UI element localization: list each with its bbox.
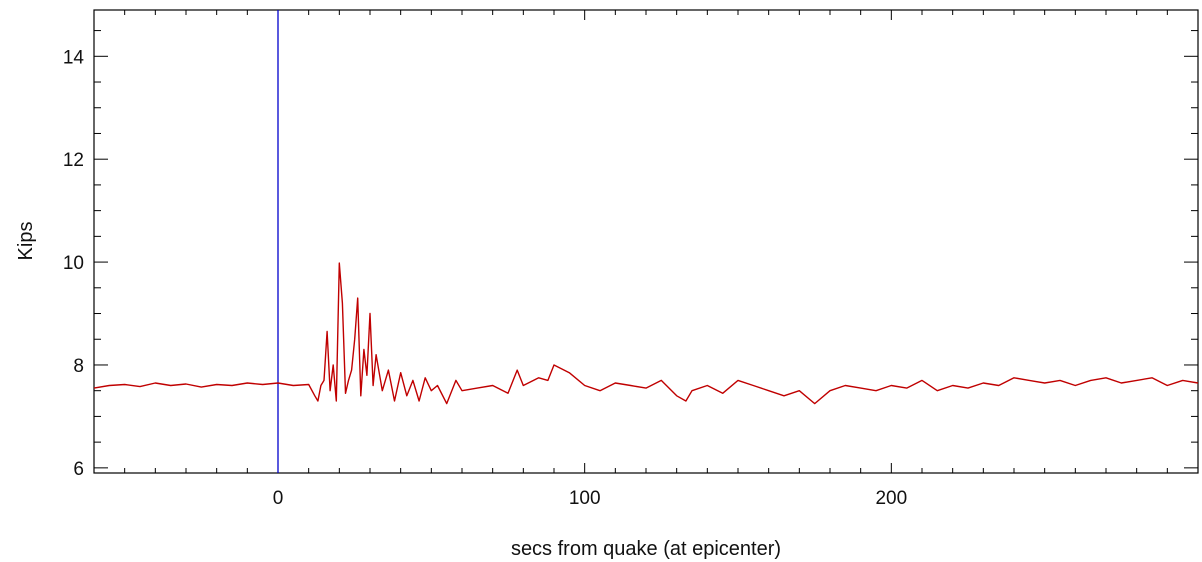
- minor-ticks: [93, 10, 1198, 473]
- y-tick-label: 6: [73, 459, 84, 480]
- y-tick-label: 12: [63, 150, 84, 171]
- y-tick-label: 10: [63, 253, 84, 274]
- y-tick-labels: 6 8 10 12 14: [63, 47, 85, 480]
- y-tick-label: 14: [63, 47, 85, 68]
- series-group: [93, 262, 1199, 405]
- y-axis-label: Kips: [15, 222, 37, 261]
- x-tick-label: 100: [569, 488, 601, 509]
- x-tick-label: 0: [273, 488, 284, 509]
- series-line: [93, 262, 1199, 405]
- y-tick-label: 8: [73, 356, 84, 377]
- x-tick-label: 200: [875, 488, 907, 509]
- x-tick-labels: 0 100 200: [273, 488, 907, 509]
- major-ticks: [94, 10, 1199, 473]
- plot-frame: [93, 9, 1199, 474]
- x-axis-label: secs from quake (at epicenter): [511, 538, 781, 560]
